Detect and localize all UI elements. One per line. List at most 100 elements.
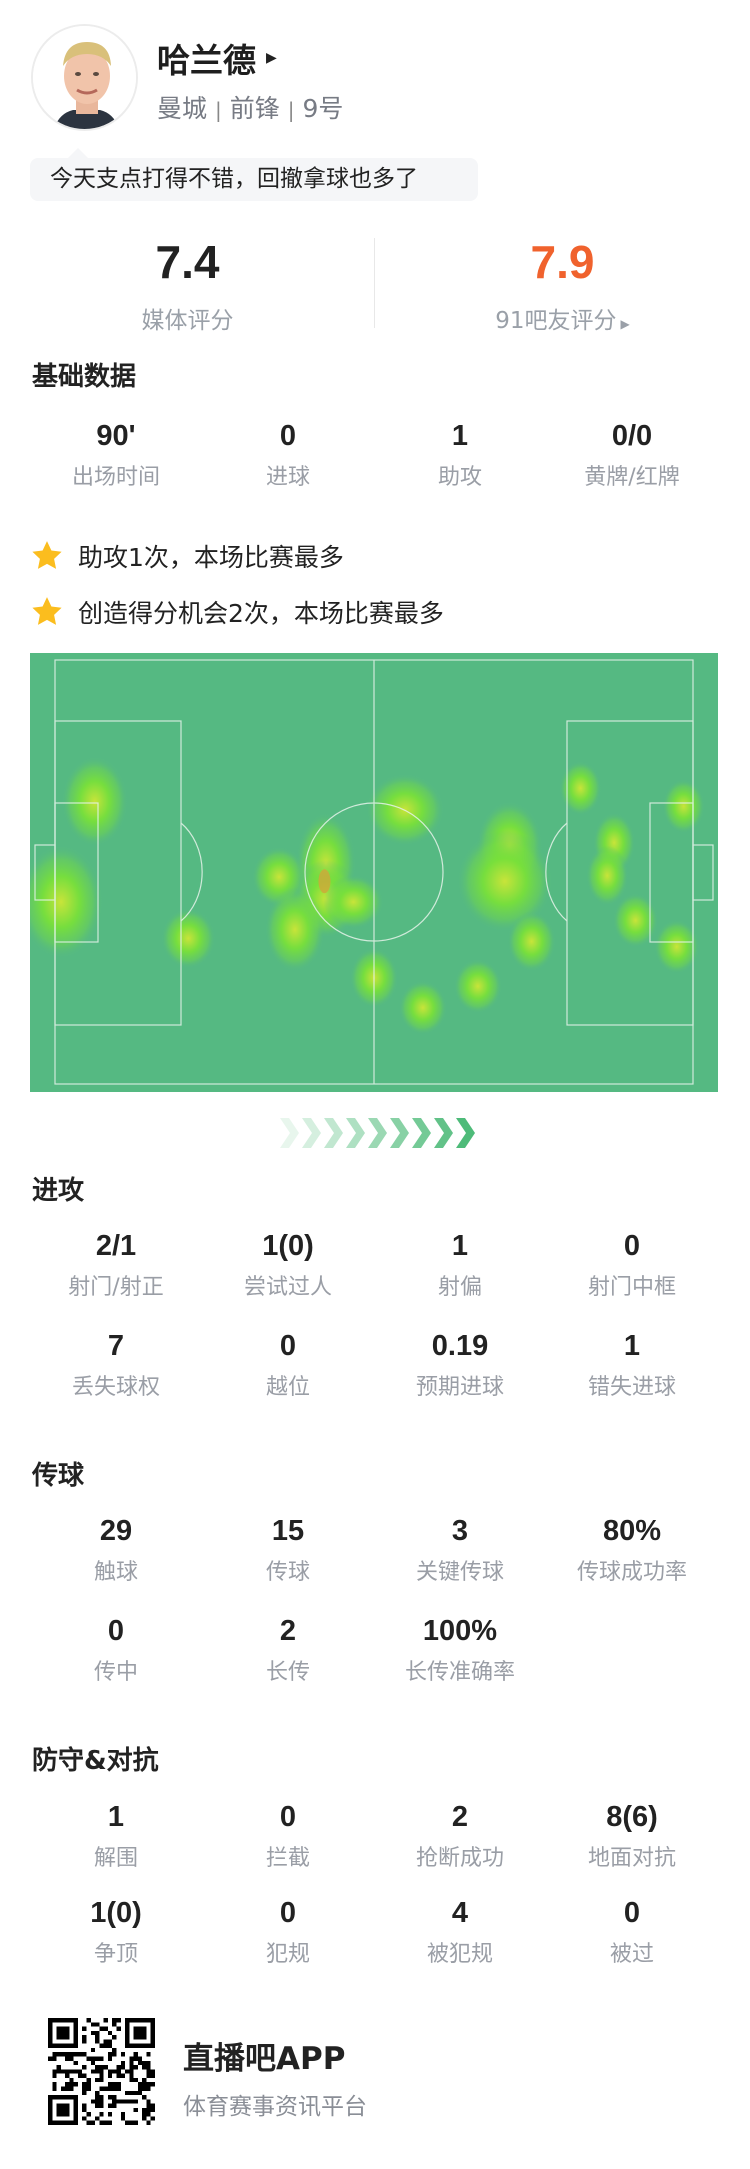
stat-cell: 100% 长传准确率 — [374, 1615, 546, 1715]
stat-label: 长传 — [265, 1660, 310, 1685]
stat-cell: 2 抢断成功 — [374, 1801, 546, 1897]
stat-value: 7 — [107, 1330, 125, 1362]
separator: | — [287, 98, 295, 122]
chevron-right-icon — [366, 1118, 388, 1152]
heat-spot — [30, 844, 103, 959]
stat-goals: 0 进球 — [202, 420, 374, 520]
player-name-link[interactable]: 哈兰德 ▶ — [157, 34, 277, 82]
stat-label: 长传准确率 — [404, 1660, 515, 1685]
qr-code — [48, 2018, 155, 2125]
stat-value: 0 — [279, 1897, 297, 1929]
stat-label: 助攻 — [437, 465, 482, 490]
chevron-right-icon — [432, 1118, 454, 1152]
stat-label: 触球 — [93, 1560, 138, 1585]
stat-label: 出场时间 — [71, 465, 160, 490]
attack-stats-grid: 2/1 射门/射正 1(0) 尝试过人 1 射偏 0 射门中框 7 丢失球权 0 越位 0.19 预期进球… — [30, 1230, 718, 1430]
fan-rating-link[interactable]: 91吧友评分 ▶ — [375, 301, 750, 335]
stat-value: 0 — [279, 1330, 297, 1362]
heat-spot — [654, 919, 700, 974]
stat-cell: 0 传中 — [30, 1615, 202, 1715]
stat-value: 0 — [279, 420, 297, 452]
heat-spot — [559, 761, 602, 816]
stat-value: 1(0) — [262, 1230, 314, 1262]
stat-label: 争顶 — [93, 1942, 138, 1967]
stat-cell: 15 传球 — [202, 1515, 374, 1615]
stat-cell: 1(0) 尝试过人 — [202, 1230, 374, 1330]
stat-cell: 0 拦截 — [202, 1801, 374, 1897]
player-name: 哈兰德 — [157, 41, 256, 80]
star-icon — [32, 597, 62, 625]
stat-value: 0/0 — [611, 420, 653, 452]
player-avatar[interactable] — [31, 24, 138, 131]
stat-label: 抢断成功 — [415, 1846, 504, 1871]
stat-label: 被过 — [609, 1942, 654, 1967]
stat-value: 0 — [107, 1615, 125, 1647]
stat-value: 3 — [451, 1515, 469, 1547]
stat-label: 错失进球 — [587, 1375, 676, 1400]
stat-value: 2 — [279, 1615, 297, 1647]
player-team: 曼城 — [157, 94, 208, 123]
heat-spot — [161, 908, 216, 969]
stat-value: 1 — [451, 420, 469, 452]
stat-cell: 0 被过 — [546, 1897, 718, 1993]
media-rating-label: 媒体评分 — [141, 308, 234, 334]
stat-label: 传中 — [93, 1660, 138, 1685]
stat-value: 0 — [623, 1897, 641, 1929]
heatmap-svg — [30, 659, 714, 1085]
fan-rating-value: 7.9 — [530, 236, 595, 288]
right-goal — [692, 844, 714, 901]
chevron-right-icon — [388, 1118, 410, 1152]
section-title-basic: 基础数据 — [32, 362, 137, 392]
stat-cell: 0 射门中框 — [546, 1230, 718, 1330]
stat-label: 解围 — [93, 1846, 138, 1871]
stat-value: 15 — [271, 1515, 305, 1547]
stat-cell: 8(6) 地面对抗 — [546, 1801, 718, 1897]
stat-label: 尝试过人 — [243, 1275, 332, 1300]
heat-spot — [586, 845, 629, 906]
stat-cell: 0 犯规 — [202, 1897, 374, 1993]
stat-label: 射门/射正 — [68, 1275, 164, 1300]
fan-rating[interactable]: 7.9 91吧友评分 ▶ — [375, 235, 750, 335]
left-goal — [34, 844, 56, 901]
stat-label: 射偏 — [437, 1275, 482, 1300]
heat-spot — [264, 887, 325, 972]
stat-cell: 2 长传 — [202, 1615, 374, 1715]
app-name: 直播吧APP — [183, 2041, 346, 2077]
stat-value: 2 — [451, 1801, 469, 1833]
rating-divider — [374, 238, 375, 328]
chevron-right-icon — [278, 1118, 300, 1152]
stat-value: 100% — [422, 1615, 498, 1647]
heat-spot — [323, 874, 384, 929]
comment-bubble: 今天支点打得不错，回撤拿球也多了 — [30, 158, 478, 201]
stat-value: 2/1 — [95, 1230, 137, 1262]
heatmap-pitch — [30, 653, 718, 1092]
stat-label: 预期进球 — [415, 1375, 504, 1400]
stat-value: 8(6) — [606, 1801, 658, 1833]
stat-label: 犯规 — [265, 1942, 310, 1967]
stat-label: 越位 — [265, 1375, 310, 1400]
stat-cell: 29 触球 — [30, 1515, 202, 1615]
comment-bubble-tail — [68, 148, 88, 158]
heat-spot — [507, 911, 556, 972]
media-rating: 7.4 媒体评分 — [0, 235, 375, 335]
basic-stats-grid: 90' 出场时间 0 进球 1 助攻 0/0 黄牌/红牌 — [30, 420, 718, 520]
stat-value: 0 — [279, 1801, 297, 1833]
stat-label: 关键传球 — [415, 1560, 504, 1585]
heat-spot — [662, 779, 705, 834]
left-penalty-arc — [180, 822, 203, 922]
stat-label: 射门中框 — [587, 1275, 676, 1300]
player-photo-icon — [33, 26, 136, 129]
heat-spot — [612, 893, 658, 948]
stat-label: 进球 — [265, 465, 310, 490]
heat-spot — [61, 756, 128, 847]
stat-value: 1(0) — [90, 1897, 142, 1929]
stat-value: 80% — [602, 1515, 662, 1547]
stat-minutes: 90' 出场时间 — [30, 420, 202, 520]
stat-cell: 0.19 预期进球 — [374, 1330, 546, 1430]
center-circle — [304, 802, 444, 942]
stat-value: 1 — [451, 1230, 469, 1262]
app-tagline: 体育赛事资讯平台 — [183, 2094, 367, 2120]
stat-value: 1 — [107, 1801, 125, 1833]
stat-assists: 1 助攻 — [374, 420, 546, 520]
section-title-attack: 进攻 — [32, 1176, 85, 1206]
